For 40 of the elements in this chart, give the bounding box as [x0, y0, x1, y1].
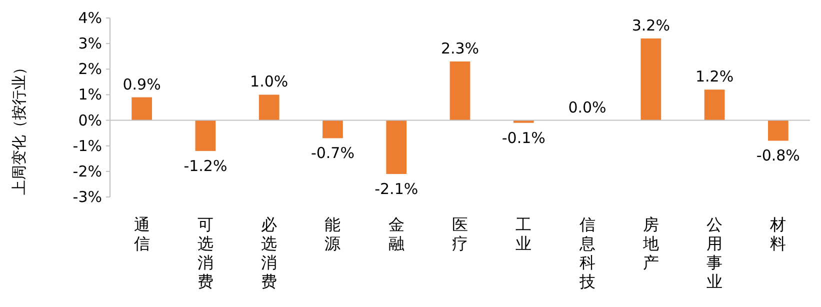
y-tick-label: 0% — [78, 111, 102, 130]
bar — [768, 120, 788, 141]
x-tick-label: 金融 — [388, 215, 404, 253]
bar — [450, 61, 470, 120]
y-tick-label: 4% — [78, 9, 102, 27]
bar — [132, 97, 152, 120]
data-label: 1.0% — [250, 72, 288, 91]
data-label: -1.2% — [184, 156, 228, 175]
x-tick-label: 医疗 — [452, 215, 468, 253]
x-tick-label: 工业 — [516, 215, 532, 253]
data-label: -2.1% — [374, 180, 418, 198]
y-tick-label: -3% — [72, 188, 102, 206]
x-tick-label: 材料 — [769, 215, 786, 253]
y-tick-label: 2% — [78, 60, 102, 78]
bar — [386, 120, 407, 174]
data-label: 3.2% — [632, 16, 670, 34]
y-tick-label: 1% — [78, 86, 102, 104]
bar — [322, 120, 343, 138]
x-tick-label: 房地产 — [642, 215, 659, 272]
x-tick-label: 能源 — [324, 215, 341, 253]
x-tick-label: 信息科技 — [578, 215, 596, 291]
data-label: 2.3% — [440, 39, 480, 58]
x-tick-label: 通信 — [134, 215, 150, 253]
x-tick-label: 必选消费 — [261, 215, 278, 291]
data-label: -0.8% — [756, 146, 800, 165]
y-tick-label: 3% — [78, 34, 102, 53]
y-tick-label: -1% — [72, 136, 102, 155]
data-label: -0.1% — [502, 128, 546, 147]
bar — [640, 38, 662, 120]
x-tick-label: 可选消费 — [197, 215, 214, 291]
x-tick-label: 公用事业 — [706, 215, 723, 291]
bar — [195, 120, 216, 151]
data-label: 0.9% — [122, 75, 161, 94]
data-label: -0.7% — [310, 144, 354, 162]
y-tick-label: -2% — [72, 162, 102, 180]
y-axis-title: 上周变化（按行业） — [10, 60, 28, 195]
data-label: 0.0% — [568, 98, 606, 116]
bar — [258, 94, 280, 120]
data-label: 1.2% — [695, 68, 734, 86]
bar — [704, 90, 725, 120]
